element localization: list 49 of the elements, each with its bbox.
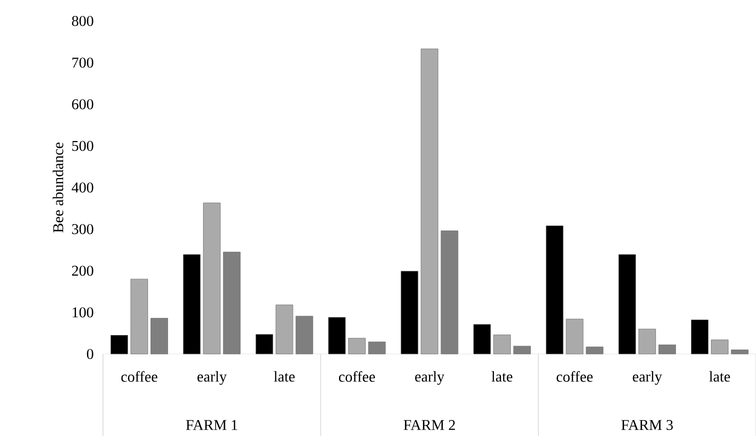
- bar: [566, 318, 584, 354]
- y-tick-label: 600: [72, 99, 94, 110]
- x-tick-label: late: [274, 371, 295, 382]
- bar: [691, 320, 708, 354]
- bar: [658, 344, 676, 354]
- y-tick-label: 300: [72, 224, 94, 234]
- bar: [110, 335, 128, 354]
- y-tick-label: 0: [86, 348, 94, 360]
- bar: [296, 316, 314, 354]
- y-tick-label: 400: [72, 182, 94, 193]
- y-tick-label: 100: [72, 307, 94, 318]
- bar: [203, 202, 221, 354]
- bar: [150, 318, 168, 354]
- y-tick-label: 200: [72, 266, 94, 276]
- x-tick-label: late: [709, 371, 730, 382]
- bar: [256, 334, 274, 354]
- bar: [223, 252, 241, 354]
- bar: [328, 317, 346, 354]
- bar: [183, 254, 201, 354]
- bar: [513, 346, 531, 354]
- x-tick-label: early: [415, 371, 444, 385]
- bar: [130, 278, 148, 354]
- bar: [546, 226, 564, 354]
- bar: [440, 230, 458, 354]
- text: FARM 1: [186, 420, 238, 430]
- y-tick-label: 500: [72, 140, 94, 151]
- y-tick-label: 800: [72, 16, 94, 26]
- y-tick-label: 700: [72, 58, 94, 68]
- x-tick-label: coffee: [556, 371, 593, 382]
- text: FARM 2: [404, 420, 455, 430]
- bar: [348, 338, 366, 354]
- bar: [368, 342, 386, 354]
- bar: [586, 346, 604, 354]
- x-tick-label: coffee: [338, 371, 375, 382]
- x-tick-label: late: [492, 371, 512, 382]
- bar: [473, 324, 491, 354]
- bar: [731, 350, 748, 354]
- text: FARM 3: [621, 420, 673, 430]
- x-tick-label: early: [197, 371, 227, 385]
- bar: [493, 334, 511, 354]
- bar: [400, 270, 418, 354]
- x-tick-label: early: [632, 371, 662, 385]
- bar: [420, 48, 438, 354]
- bar: [276, 304, 294, 354]
- bar: [711, 340, 728, 354]
- x-tick-label: coffee: [121, 371, 158, 382]
- y-axis-title: Bee abundance: [52, 142, 64, 232]
- bar: [638, 328, 656, 354]
- bar: [618, 254, 636, 354]
